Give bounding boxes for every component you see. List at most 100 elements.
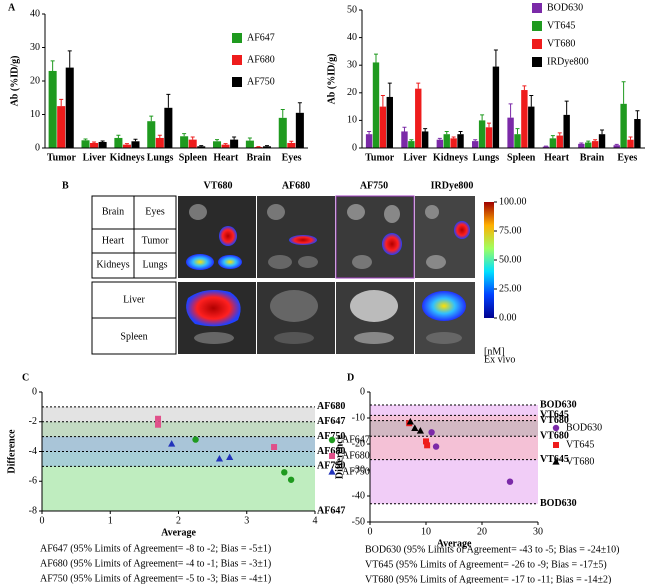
organ: Kidneys [96, 259, 129, 270]
panel-b: B Brain Eyes Heart Tumor Kidneys Lungs L… [62, 180, 515, 365]
ex-vivo-images [178, 195, 475, 354]
x-tick-label: Heart [213, 152, 239, 163]
bar [164, 107, 173, 148]
note: AF647 (95% Limits of Agreement= -8 to -2… [40, 543, 271, 554]
point [168, 440, 176, 447]
x-tick-label: 3 [244, 515, 249, 526]
legend-marker [328, 468, 336, 475]
bar [408, 141, 415, 148]
error-bar [586, 140, 591, 143]
colorbar-note: Ex vivo [484, 354, 515, 365]
error-bar [557, 132, 562, 136]
colorbar-tick-label: 25.00 [499, 283, 522, 294]
x-tick-label: Tumor [47, 152, 77, 163]
y-axis-title: Difference [6, 429, 17, 474]
legend-swatch [232, 55, 242, 65]
bar [563, 114, 570, 148]
error-bar [289, 140, 294, 143]
y-axis-title: Ab (%ID/g) [9, 56, 20, 107]
bar [114, 137, 123, 148]
panel-label: A [8, 2, 16, 13]
error-bar [67, 50, 72, 68]
error-bar [116, 134, 121, 138]
error-bar [182, 133, 187, 137]
limit-label: VT680 [540, 415, 569, 426]
bar [542, 146, 550, 148]
bar [421, 131, 429, 148]
x-tick-label: Spleen [507, 152, 536, 163]
bar [415, 88, 422, 148]
bar [457, 134, 464, 148]
bar [372, 62, 380, 148]
bar [549, 138, 557, 148]
bar [521, 90, 528, 148]
y-tick-label: 0 [352, 142, 357, 153]
error-bar [508, 103, 513, 118]
legend-swatch [232, 33, 242, 43]
colorbar-unit: [nM] [484, 346, 505, 357]
note: AF750 (95% Limits of Agreement= -5 to -3… [40, 573, 271, 584]
legend-marker [328, 436, 336, 444]
agreement-band [370, 420, 538, 437]
error-bar [458, 130, 463, 135]
legend-marker [552, 424, 560, 432]
bar [295, 112, 304, 148]
point [155, 415, 162, 422]
error-bar [92, 141, 97, 143]
point [506, 478, 514, 485]
error-bar [402, 126, 407, 132]
bar [591, 141, 599, 148]
bar [492, 66, 500, 148]
error-bar [522, 85, 527, 91]
column-head: AF680 [282, 180, 310, 191]
error-bar [628, 136, 633, 140]
y-tick-label: 50 [347, 4, 357, 15]
legend-label: IRDye800 [547, 56, 589, 67]
y-tick-label: 40 [30, 8, 40, 19]
bar [613, 145, 620, 148]
point [428, 429, 435, 436]
legend-swatch [532, 39, 542, 49]
error-bar [451, 136, 456, 139]
x-tick-label: Eyes [617, 152, 637, 163]
error-bar [423, 128, 428, 132]
colorbar-tick-label: 0.00 [499, 312, 517, 323]
legend-swatch [232, 77, 242, 87]
error-bar [593, 139, 598, 142]
bar [578, 143, 585, 148]
error-bar [215, 139, 220, 142]
bar [254, 146, 263, 148]
error-bar [437, 137, 442, 140]
x-tick-label: Spleen [179, 152, 208, 163]
error-bar [373, 53, 378, 63]
x-tick-label: Kidneys [110, 152, 145, 163]
error-bar [635, 110, 640, 120]
bar [180, 136, 189, 148]
legend-label: VT680 [566, 456, 594, 467]
legend-label: AF647 [342, 434, 370, 445]
error-bar [223, 143, 228, 145]
limit-label: VT680 [540, 430, 569, 441]
y-tick-label: -40 [352, 490, 365, 501]
legend-marker [553, 442, 559, 448]
error-bar [564, 100, 569, 115]
y-tick-label: -4 [29, 446, 37, 457]
bar [278, 117, 287, 148]
colorbar-tick-label: 50.00 [499, 254, 522, 265]
limit-label: AF647 [317, 505, 345, 516]
x-tick-label: Liver [83, 152, 107, 163]
point [271, 444, 278, 451]
limit-label: AF680 [317, 446, 345, 457]
x-tick-label: 1 [108, 515, 113, 526]
point [155, 421, 162, 428]
error-bar [487, 122, 492, 128]
error-bar [297, 102, 302, 113]
error-bar [543, 145, 548, 147]
x-tick-label: Lungs [147, 152, 174, 163]
y-axis-title: Ab (%ID/g) [326, 54, 337, 105]
x-tick-label: 2 [176, 515, 181, 526]
bar [401, 131, 408, 148]
